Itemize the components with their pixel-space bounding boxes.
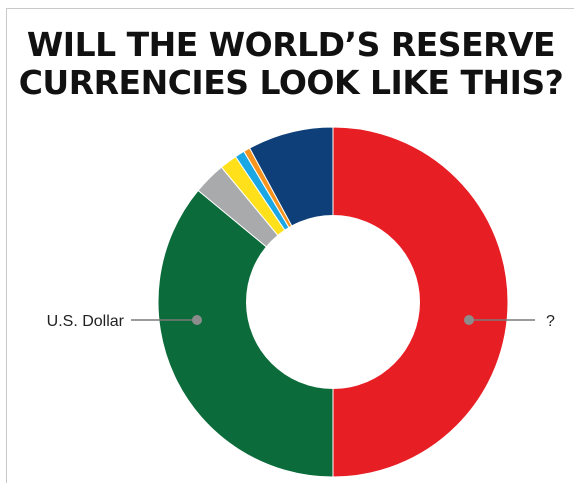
callout-label-1: U.S. Dollar (47, 313, 125, 330)
donut-hole (246, 215, 420, 389)
donut-slice-0 (332, 126, 509, 478)
callout-dot-0 (464, 315, 474, 325)
donut-slice-1 (157, 189, 334, 478)
callout-label-0: ? (546, 313, 555, 330)
chart-frame (6, 8, 574, 483)
chart-title: WILL THE WORLD’S RESERVE CURRENCIES LOOK… (0, 26, 582, 102)
callouts: ? U.S. Dollar (47, 313, 555, 330)
chart-title-line-2: CURRENCIES LOOK LIKE THIS? (18, 63, 564, 102)
chart-title-line-1: WILL THE WORLD’S RESERVE (26, 25, 556, 64)
callout-dot-1 (192, 315, 202, 325)
